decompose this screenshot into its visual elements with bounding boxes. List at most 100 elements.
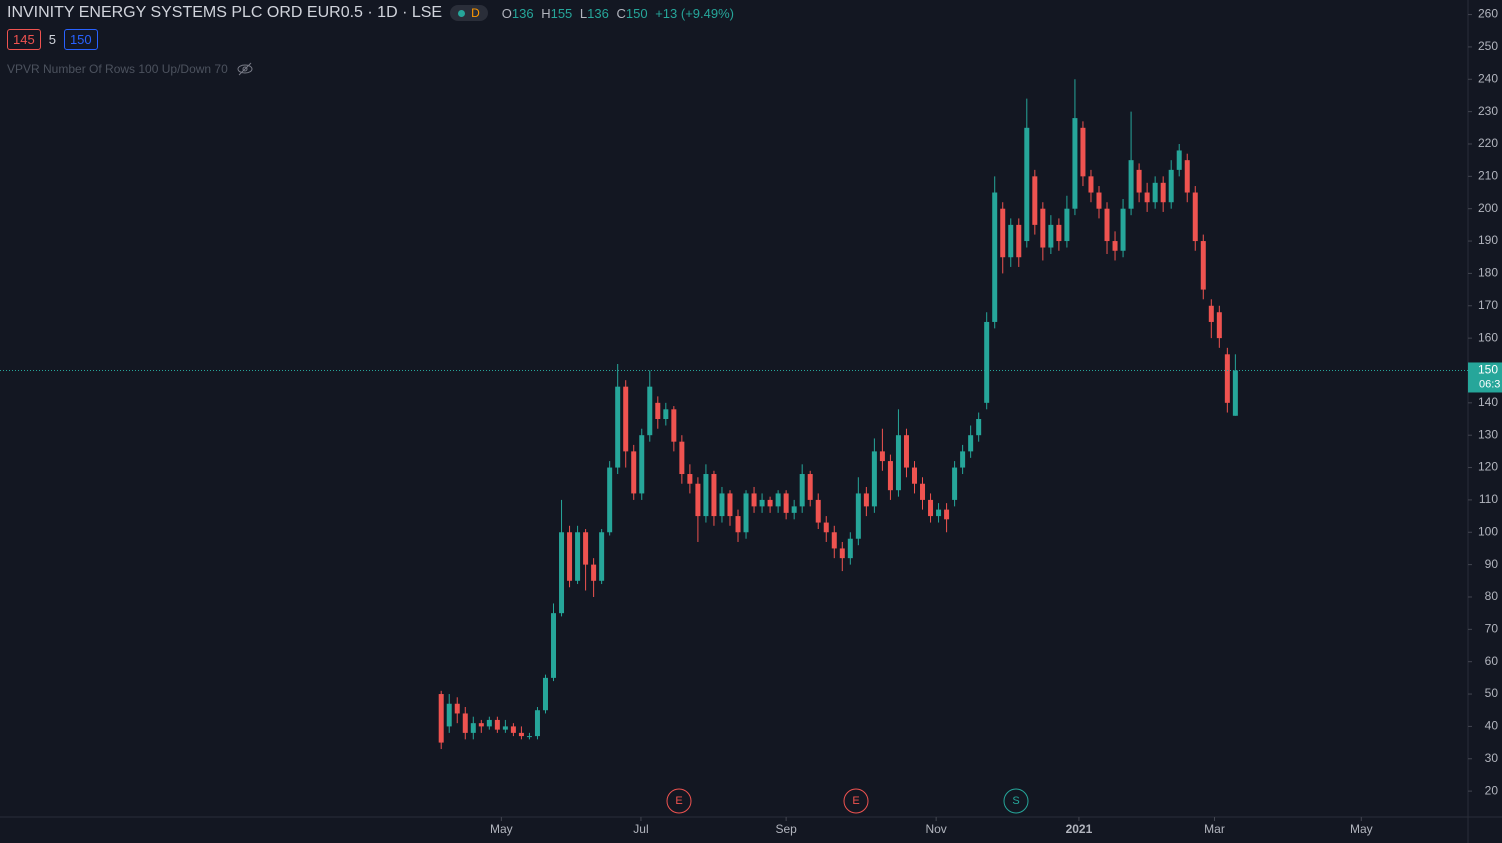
event-marker[interactable] bbox=[1003, 788, 1029, 814]
y-tick-label: 230 bbox=[1478, 104, 1498, 118]
candle-body bbox=[1232, 370, 1238, 416]
ohlc-value: 155 bbox=[550, 5, 573, 21]
candle-body bbox=[783, 493, 789, 513]
candle-body bbox=[847, 538, 853, 559]
candle-body bbox=[1208, 305, 1214, 322]
input-box[interactable]: 150 bbox=[63, 29, 98, 50]
event-label: S bbox=[1012, 795, 1019, 807]
candle-body bbox=[655, 402, 661, 420]
x-tick-label: May bbox=[1350, 822, 1373, 836]
ohlc-label: L bbox=[579, 5, 588, 21]
input-box[interactable]: 145 bbox=[7, 29, 41, 50]
candle-body bbox=[438, 694, 444, 743]
market-status[interactable]: D bbox=[450, 5, 488, 21]
candle-body bbox=[679, 441, 685, 475]
candle-body bbox=[839, 548, 845, 559]
candle-body bbox=[1008, 224, 1014, 258]
y-tick-label: 20 bbox=[1485, 783, 1499, 797]
candle-body bbox=[960, 451, 966, 468]
candle-body bbox=[607, 467, 613, 533]
y-tick-label: 140 bbox=[1478, 395, 1498, 409]
candle-body bbox=[591, 564, 597, 581]
candle-body bbox=[968, 435, 974, 452]
candle-body bbox=[615, 386, 621, 468]
last-price-tag bbox=[1468, 362, 1502, 393]
candle-body bbox=[454, 703, 460, 714]
candle-body bbox=[1024, 127, 1030, 242]
candle-body bbox=[944, 509, 950, 520]
candle-body bbox=[671, 409, 677, 442]
y-tick-label: 110 bbox=[1479, 492, 1498, 506]
candle-body bbox=[719, 493, 725, 517]
indicator-label[interactable]: VPVR Number Of Rows 100 Up/Down 70 bbox=[7, 62, 228, 76]
event-marker[interactable] bbox=[843, 788, 869, 814]
header: INVINITY ENERGY SYSTEMS PLC ORD EUR0.5 ·… bbox=[7, 4, 738, 22]
candle-body bbox=[1096, 192, 1102, 209]
candle-body bbox=[1136, 169, 1142, 193]
candle-body bbox=[486, 719, 492, 727]
candle-body bbox=[599, 532, 605, 581]
candle-body bbox=[502, 726, 508, 730]
candle-body bbox=[575, 532, 581, 581]
candle-body bbox=[1128, 160, 1134, 209]
candle-body bbox=[462, 713, 468, 733]
y-tick-label: 70 bbox=[1485, 622, 1499, 636]
ohlc-value: 150 bbox=[625, 5, 648, 21]
candle-body bbox=[815, 499, 821, 523]
indicator-row: VPVR Number Of Rows 100 Up/Down 70 bbox=[7, 62, 254, 76]
event-marker[interactable] bbox=[666, 788, 692, 814]
candle-body bbox=[727, 493, 733, 517]
candle-body bbox=[551, 613, 557, 678]
inputs: 145 5 150 bbox=[7, 29, 98, 50]
x-tick-label: Sep bbox=[775, 822, 797, 836]
candle-body bbox=[687, 474, 693, 484]
y-tick-label: 60 bbox=[1485, 654, 1499, 668]
y-tick-label: 120 bbox=[1478, 460, 1498, 474]
candle-body bbox=[1080, 127, 1086, 177]
candle-body bbox=[567, 532, 573, 581]
candle-body bbox=[863, 493, 869, 507]
y-tick-label: 100 bbox=[1478, 524, 1498, 538]
candle-body bbox=[1072, 118, 1078, 209]
y-tick-label: 80 bbox=[1485, 589, 1499, 603]
candle-body bbox=[1112, 241, 1118, 251]
candle-body bbox=[920, 483, 926, 500]
y-tick-label: 210 bbox=[1478, 169, 1498, 183]
candle-body bbox=[1200, 241, 1206, 290]
candle-body bbox=[494, 719, 500, 730]
candle-body bbox=[631, 451, 637, 494]
candle-body bbox=[807, 474, 813, 500]
candle-body bbox=[887, 461, 893, 491]
candle-body bbox=[1168, 169, 1174, 203]
candle-body bbox=[855, 493, 861, 539]
candle-body bbox=[928, 499, 934, 517]
candle-body bbox=[1224, 354, 1230, 403]
symbol-title[interactable]: INVINITY ENERGY SYSTEMS PLC ORD EUR0.5 ·… bbox=[7, 4, 443, 21]
ohlc-value: 136 bbox=[587, 5, 609, 21]
candle-body bbox=[831, 532, 837, 549]
y-tick-label: 170 bbox=[1478, 298, 1498, 312]
y-tick-label: 240 bbox=[1478, 71, 1498, 85]
candle-body bbox=[1040, 208, 1046, 248]
x-tick-label: Mar bbox=[1204, 822, 1225, 836]
y-tick-label: 90 bbox=[1485, 557, 1499, 571]
x-tick-label: May bbox=[490, 822, 513, 836]
candle-body bbox=[735, 516, 741, 533]
change: +13 (+9.49%) bbox=[655, 5, 734, 21]
candle-body bbox=[542, 677, 548, 711]
candle-body bbox=[895, 435, 901, 491]
y-tick-label: 40 bbox=[1485, 719, 1499, 733]
x-tick-label: 2021 bbox=[1066, 822, 1093, 836]
hidden-icon[interactable] bbox=[236, 62, 254, 76]
candle-body bbox=[1216, 312, 1222, 339]
candle-body bbox=[751, 493, 757, 507]
x-tick-label: Nov bbox=[925, 822, 946, 836]
candle-body bbox=[639, 435, 645, 494]
y-tick-label: 220 bbox=[1478, 136, 1498, 150]
candle-body bbox=[510, 726, 516, 733]
candle-body bbox=[470, 723, 476, 733]
candle-body bbox=[1176, 150, 1182, 170]
candle-body bbox=[743, 493, 749, 533]
